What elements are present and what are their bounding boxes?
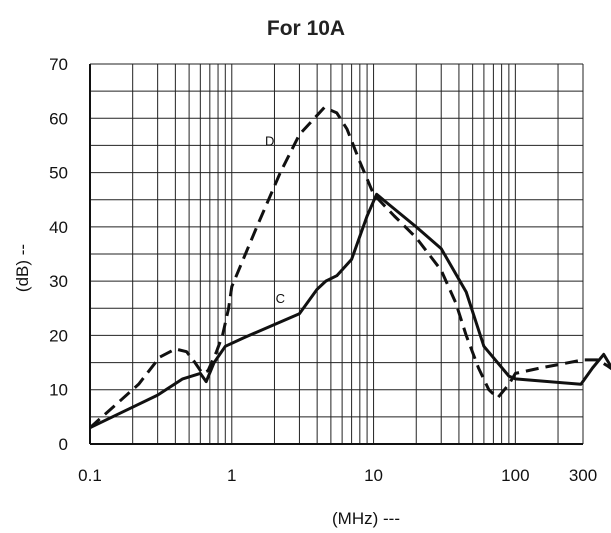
x-tick-label: 300 <box>569 466 597 485</box>
chart-series: CD <box>89 105 611 430</box>
chart-title: For 10A <box>267 17 345 40</box>
x-tick-label: 100 <box>501 466 529 485</box>
series-label-d: D <box>265 133 274 148</box>
y-tick-label: 20 <box>49 326 68 345</box>
series-line-c <box>89 192 611 430</box>
x-axis-label: (MHz) --- <box>332 509 400 528</box>
x-axis-ticks: 0.1 1 10 100 300 <box>78 466 597 485</box>
y-tick-label: 60 <box>49 109 68 128</box>
series-label-c: C <box>276 291 285 306</box>
x-tick-label: 0.1 <box>78 466 102 485</box>
series-line-d <box>89 105 611 429</box>
y-tick-label: 10 <box>49 381 68 400</box>
y-axis-label: (dB) -- <box>13 244 32 292</box>
y-tick-label: 70 <box>49 55 68 74</box>
y-tick-label: 0 <box>59 435 68 454</box>
y-tick-label: 40 <box>49 218 68 237</box>
chart-axes <box>89 64 583 445</box>
y-tick-label: 30 <box>49 272 68 291</box>
y-tick-label: 50 <box>49 164 68 183</box>
y-axis-ticks: 0 10 20 30 40 50 60 70 <box>49 55 68 454</box>
chart-grid <box>89 63 584 445</box>
x-tick-label: 10 <box>364 466 383 485</box>
x-tick-label: 1 <box>227 466 236 485</box>
